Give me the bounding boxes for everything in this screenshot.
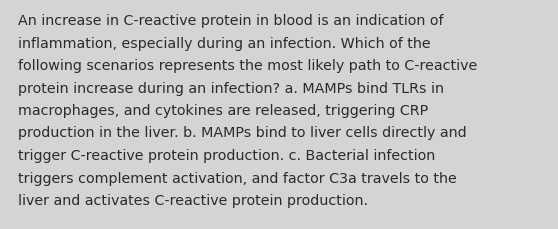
Text: inflammation, especially during an infection. Which of the: inflammation, especially during an infec…	[18, 36, 431, 50]
Text: following scenarios represents the most likely path to C-reactive: following scenarios represents the most …	[18, 59, 477, 73]
Text: liver and activates C-reactive protein production.: liver and activates C-reactive protein p…	[18, 193, 368, 207]
Text: trigger C-reactive protein production. c. Bacterial infection: trigger C-reactive protein production. c…	[18, 148, 435, 162]
Text: triggers complement activation, and factor C3a travels to the: triggers complement activation, and fact…	[18, 171, 457, 185]
Text: An increase in C-reactive protein in blood is an indication of: An increase in C-reactive protein in blo…	[18, 14, 444, 28]
Text: macrophages, and cytokines are released, triggering CRP: macrophages, and cytokines are released,…	[18, 104, 428, 117]
Text: production in the liver. b. MAMPs bind to liver cells directly and: production in the liver. b. MAMPs bind t…	[18, 126, 466, 140]
Text: protein increase during an infection? a. MAMPs bind TLRs in: protein increase during an infection? a.…	[18, 81, 444, 95]
